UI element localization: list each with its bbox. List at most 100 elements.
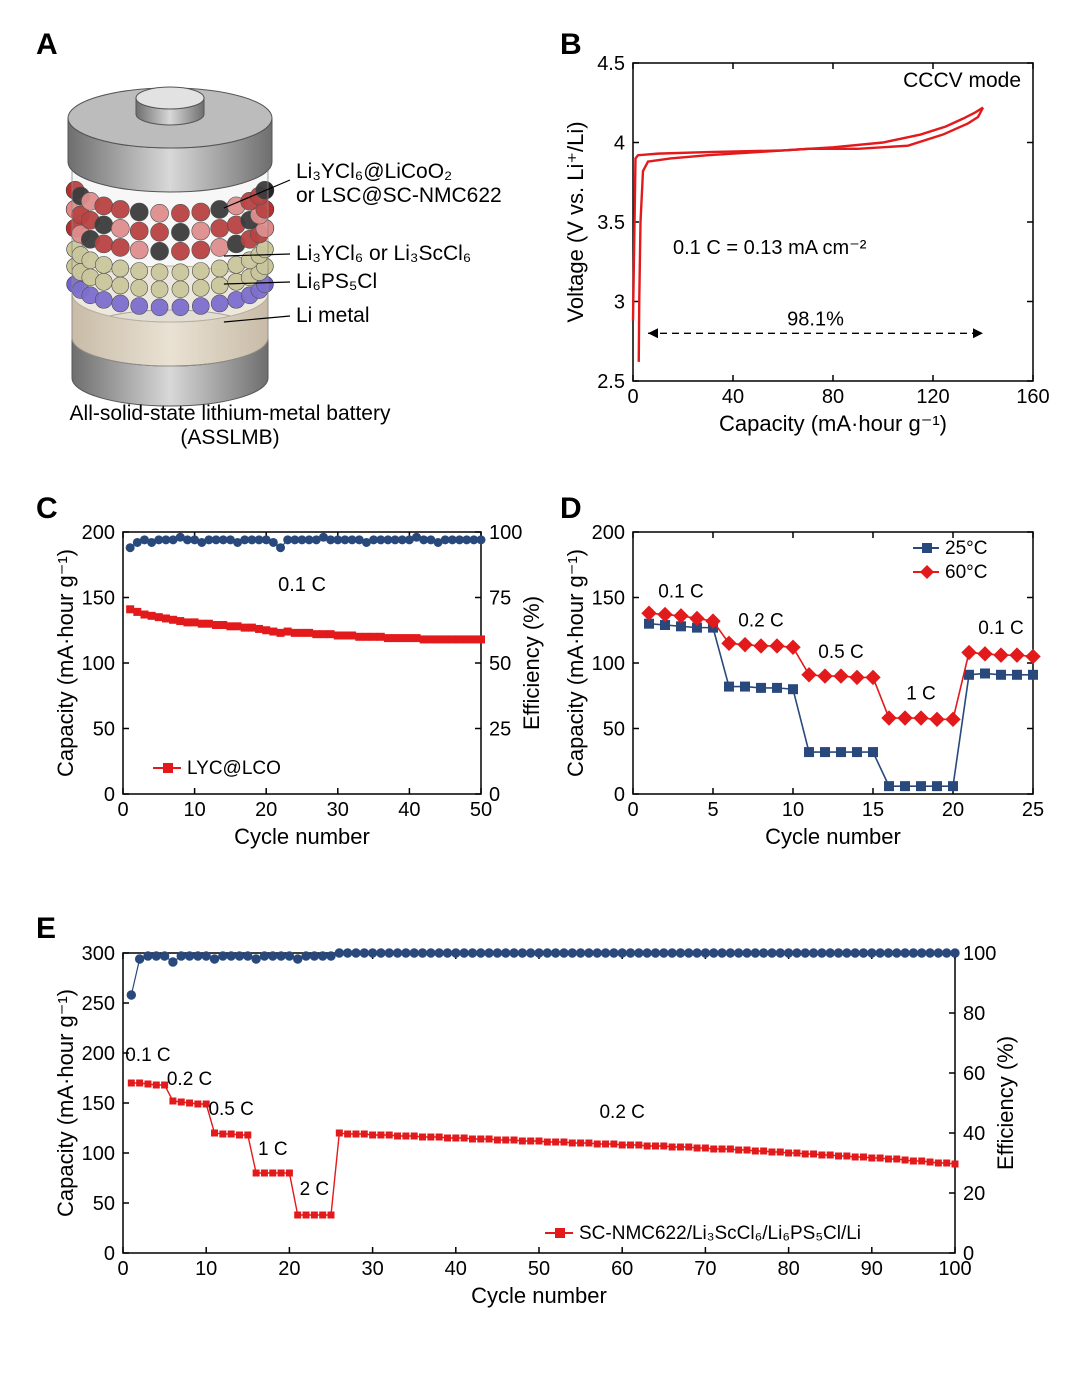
svg-text:(ASSLMB): (ASSLMB) [180,426,279,449]
svg-text:0: 0 [117,799,128,821]
svg-text:Cycle number: Cycle number [765,824,901,849]
svg-text:2.5: 2.5 [597,371,625,393]
svg-text:200: 200 [592,522,625,544]
svg-text:150: 150 [82,588,115,610]
svg-text:80: 80 [777,1258,799,1280]
svg-text:25: 25 [489,719,511,741]
svg-text:50: 50 [489,653,511,675]
svg-text:200: 200 [82,522,115,544]
svg-text:10: 10 [183,799,205,821]
svg-text:20: 20 [963,1183,985,1205]
svg-text:40: 40 [445,1258,467,1280]
svg-text:3.5: 3.5 [597,212,625,234]
svg-text:0.5 C: 0.5 C [208,1099,253,1120]
svg-text:15: 15 [862,799,884,821]
svg-text:Efficiency (%): Efficiency (%) [519,596,544,730]
svg-text:75: 75 [489,588,511,610]
svg-text:0.1 C: 0.1 C [278,574,326,596]
svg-text:300: 300 [82,943,115,965]
svg-text:100: 100 [82,1143,115,1165]
svg-text:20: 20 [942,799,964,821]
svg-text:0.2 C: 0.2 C [599,1102,644,1123]
svg-text:50: 50 [93,719,115,741]
svg-text:0: 0 [104,784,115,806]
svg-text:4.5: 4.5 [597,53,625,75]
svg-text:30: 30 [361,1258,383,1280]
svg-text:0.2 C: 0.2 C [167,1069,212,1090]
svg-text:50: 50 [603,719,625,741]
svg-text:0.1 C: 0.1 C [978,618,1023,639]
svg-text:Li₆PS₅Cl: Li₆PS₅Cl [296,270,377,293]
svg-text:200: 200 [82,1043,115,1065]
svg-text:1 C: 1 C [906,684,936,705]
svg-text:Capacity (mA·hour g⁻¹): Capacity (mA·hour g⁻¹) [719,411,947,436]
svg-text:60°C: 60°C [945,562,987,583]
svg-text:90: 90 [861,1258,883,1280]
panel-C-chart: 010203040500501001502000255075100Cycle n… [35,490,555,870]
svg-text:70: 70 [694,1258,716,1280]
svg-text:98.1%: 98.1% [787,308,844,330]
panel-A-schematic: Li₃YCl₆@LiCoO₂or LSC@SC-NMC622 Li₃YCl₆ or… [40,40,550,460]
svg-text:0: 0 [627,386,638,408]
svg-text:0: 0 [104,1243,115,1265]
panel-E-chart: 0102030405060708090100050100150200250300… [35,905,1055,1365]
svg-text:Voltage (V vs. Li⁺/Li): Voltage (V vs. Li⁺/Li) [563,121,588,322]
svg-text:10: 10 [782,799,804,821]
figure: { "labels":{"A":"A","B":"B","C":"C","D":… [0,0,1080,1387]
panel-D-chart: 0 5 10 15 20 25 0 50 100 150 200 Cycle number Capaci… [555,490,1075,870]
svg-text:3: 3 [614,292,625,314]
svg-text:0: 0 [614,784,625,806]
svg-text:100: 100 [963,943,996,965]
svg-text:LYC@LCO: LYC@LCO [187,758,281,779]
panel-B-chart: 0 40 80 120 160 2.5 3 3.5 4 4.5 Capacity (mA·hour … [555,25,1075,455]
svg-text:0.2 C: 0.2 C [738,610,783,631]
svg-text:0: 0 [963,1243,974,1265]
svg-text:40: 40 [722,386,744,408]
svg-text:0.1 C = 0.13 mA cm⁻²: 0.1 C = 0.13 mA cm⁻² [673,237,867,259]
svg-text:10: 10 [195,1258,217,1280]
svg-text:60: 60 [963,1063,985,1085]
svg-text:2 C: 2 C [300,1179,330,1200]
svg-text:Li metal: Li metal [296,304,370,327]
svg-text:5: 5 [707,799,718,821]
svg-text:120: 120 [916,386,949,408]
svg-text:0: 0 [627,799,638,821]
svg-text:or LSC@SC-NMC622: or LSC@SC-NMC622 [296,184,502,207]
svg-text:CCCV mode: CCCV mode [903,69,1021,92]
svg-text:60: 60 [611,1258,633,1280]
svg-text:All-solid-state lithium-metal: All-solid-state lithium-metal battery [70,402,391,425]
svg-text:0: 0 [489,784,500,806]
svg-text:SC-NMC622/Li₃ScCl₆/Li₆PS₅Cl/Li: SC-NMC622/Li₃ScCl₆/Li₆PS₅Cl/Li [579,1223,861,1244]
svg-text:4: 4 [614,133,625,155]
svg-text:50: 50 [528,1258,550,1280]
svg-text:30: 30 [327,799,349,821]
svg-text:40: 40 [963,1123,985,1145]
svg-text:Li₃YCl₆@LiCoO₂: Li₃YCl₆@LiCoO₂ [296,160,452,183]
svg-text:160: 160 [1016,386,1049,408]
svg-text:20: 20 [255,799,277,821]
svg-text:0.5 C: 0.5 C [818,642,863,663]
svg-text:50: 50 [93,1193,115,1215]
svg-text:25: 25 [1022,799,1044,821]
svg-text:Capacity (mA·hour g⁻¹): Capacity (mA·hour g⁻¹) [53,989,78,1217]
svg-text:0.1 C: 0.1 C [125,1045,170,1066]
svg-text:150: 150 [82,1093,115,1115]
svg-text:Capacity (mA·hour g⁻¹): Capacity (mA·hour g⁻¹) [53,549,78,777]
svg-text:40: 40 [398,799,420,821]
svg-text:20: 20 [278,1258,300,1280]
svg-text:Efficiency (%): Efficiency (%) [993,1036,1018,1170]
svg-text:0: 0 [117,1258,128,1280]
svg-text:Li₃YCl₆ or Li₃ScCl₆: Li₃YCl₆ or Li₃ScCl₆ [296,242,471,265]
svg-text:0.1 C: 0.1 C [658,582,703,603]
svg-text:100: 100 [82,653,115,675]
svg-text:1 C: 1 C [258,1139,288,1160]
svg-text:80: 80 [963,1003,985,1025]
svg-text:100: 100 [489,522,522,544]
svg-text:80: 80 [822,386,844,408]
svg-text:25°C: 25°C [945,538,987,559]
svg-text:Cycle number: Cycle number [234,824,370,849]
svg-text:Capacity (mA·hour g⁻¹): Capacity (mA·hour g⁻¹) [563,549,588,777]
svg-text:150: 150 [592,588,625,610]
svg-text:100: 100 [592,653,625,675]
svg-text:Cycle number: Cycle number [471,1283,607,1308]
